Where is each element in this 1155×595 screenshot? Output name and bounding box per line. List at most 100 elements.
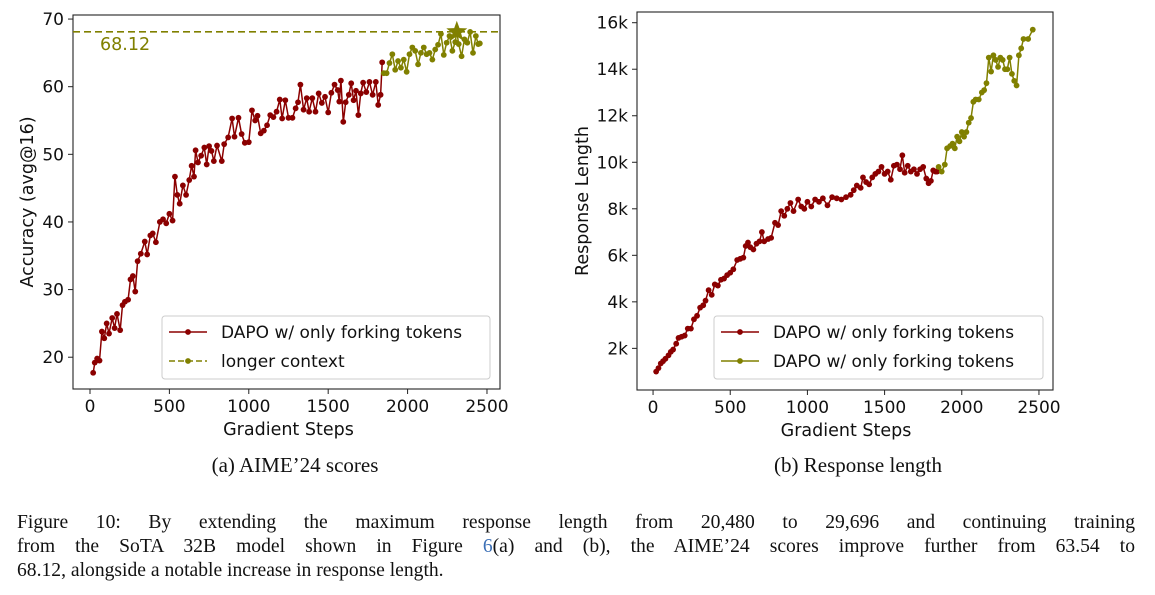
- data-point: [357, 90, 364, 97]
- data-point: [956, 138, 963, 145]
- data-point: [415, 61, 421, 68]
- data-point: [337, 77, 344, 84]
- data-point: [398, 64, 404, 71]
- caption-line-1: Figure 10: By extending the maximum resp…: [17, 512, 1135, 533]
- legend-label: DAPO w/ only forking tokens: [221, 323, 462, 343]
- data-point: [106, 330, 112, 337]
- data-point: [894, 161, 900, 168]
- data-point: [366, 79, 373, 85]
- caption-text: (a) and (b), the AIME’24 scores improve …: [492, 536, 1136, 557]
- data-point: [245, 139, 252, 146]
- data-point: [117, 327, 124, 334]
- data-point: [878, 164, 885, 170]
- data-point: [875, 168, 882, 175]
- data-point: [911, 166, 917, 173]
- y-axis-label: Accuracy (avg@16): [18, 116, 38, 287]
- data-point: [975, 96, 982, 103]
- x-tick-label: 1000: [786, 398, 829, 418]
- axes-frame: [636, 11, 1054, 391]
- data-point: [342, 99, 349, 106]
- data-point: [163, 220, 170, 227]
- data-point: [169, 217, 176, 224]
- data-point: [968, 115, 974, 121]
- y-tick-label: 30: [42, 281, 64, 301]
- data-point: [144, 251, 151, 258]
- data-point: [331, 81, 338, 88]
- data-point: [395, 58, 401, 64]
- data-point: [985, 54, 992, 61]
- data-point: [1029, 26, 1036, 33]
- data-point: [833, 195, 840, 202]
- data-point: [935, 164, 942, 170]
- data-point: [225, 134, 232, 141]
- data-point: [472, 33, 479, 39]
- data-point: [208, 148, 215, 154]
- data-point: [467, 29, 474, 35]
- x-tick-label: 1000: [227, 397, 270, 417]
- data-point: [379, 59, 386, 66]
- data-point: [306, 108, 313, 115]
- data-point: [363, 89, 370, 95]
- y-tick-label: 6k: [607, 246, 628, 266]
- data-point: [432, 46, 439, 53]
- data-point: [464, 39, 471, 46]
- data-point: [252, 117, 259, 124]
- data-point: [282, 97, 289, 104]
- data-point: [276, 96, 283, 103]
- data-point: [166, 210, 173, 217]
- data-point: [801, 205, 808, 212]
- data-point: [403, 68, 410, 75]
- legend-swatch-marker: [737, 358, 743, 364]
- data-point: [203, 161, 210, 168]
- data-point: [279, 115, 286, 122]
- data-point: [714, 282, 721, 289]
- x-tick-label: 1500: [307, 397, 350, 417]
- data-point: [132, 288, 139, 295]
- subcaption-a: (a) AIME’24 scores: [212, 453, 379, 477]
- data-point: [745, 239, 751, 246]
- x-tick-label: 0: [85, 397, 96, 417]
- data-point: [389, 51, 396, 58]
- data-point: [201, 144, 208, 151]
- data-point: [904, 162, 911, 169]
- data-point: [188, 162, 195, 169]
- data-point: [429, 56, 436, 63]
- data-point: [312, 108, 319, 115]
- data-point: [103, 320, 110, 327]
- data-point: [221, 141, 228, 148]
- legend-swatch-marker: [737, 329, 743, 335]
- data-point: [345, 91, 352, 98]
- data-point: [101, 335, 108, 342]
- data-point: [951, 145, 958, 152]
- data-point: [137, 250, 144, 257]
- data-point: [372, 79, 379, 85]
- data-point: [392, 66, 399, 73]
- data-point: [804, 198, 811, 205]
- data-point: [1009, 70, 1015, 77]
- data-point: [963, 129, 970, 135]
- data-point: [920, 164, 927, 170]
- data-point: [160, 216, 166, 223]
- x-tick-label: 1500: [863, 398, 906, 418]
- data-point: [322, 93, 328, 100]
- x-tick-label: 500: [714, 398, 746, 418]
- data-point: [186, 177, 193, 183]
- data-point: [1006, 54, 1013, 61]
- data-point: [708, 291, 715, 298]
- data-point: [420, 44, 427, 51]
- data-point: [705, 287, 712, 294]
- data-point: [995, 63, 1001, 70]
- data-point: [887, 176, 894, 183]
- y-tick-label: 60: [42, 78, 64, 98]
- figure-reference-link[interactable]: 6: [482, 536, 493, 557]
- data-point: [254, 112, 261, 119]
- data-point: [843, 194, 849, 201]
- legend-swatch-marker: [185, 358, 191, 364]
- data-point: [866, 181, 873, 188]
- caption-line-2: from the SoTA 32B model shown in Figure …: [17, 535, 1135, 559]
- data-point: [273, 108, 280, 115]
- data-point: [449, 47, 456, 54]
- data-point: [355, 112, 362, 118]
- data-point: [670, 346, 677, 353]
- data-point: [949, 140, 956, 147]
